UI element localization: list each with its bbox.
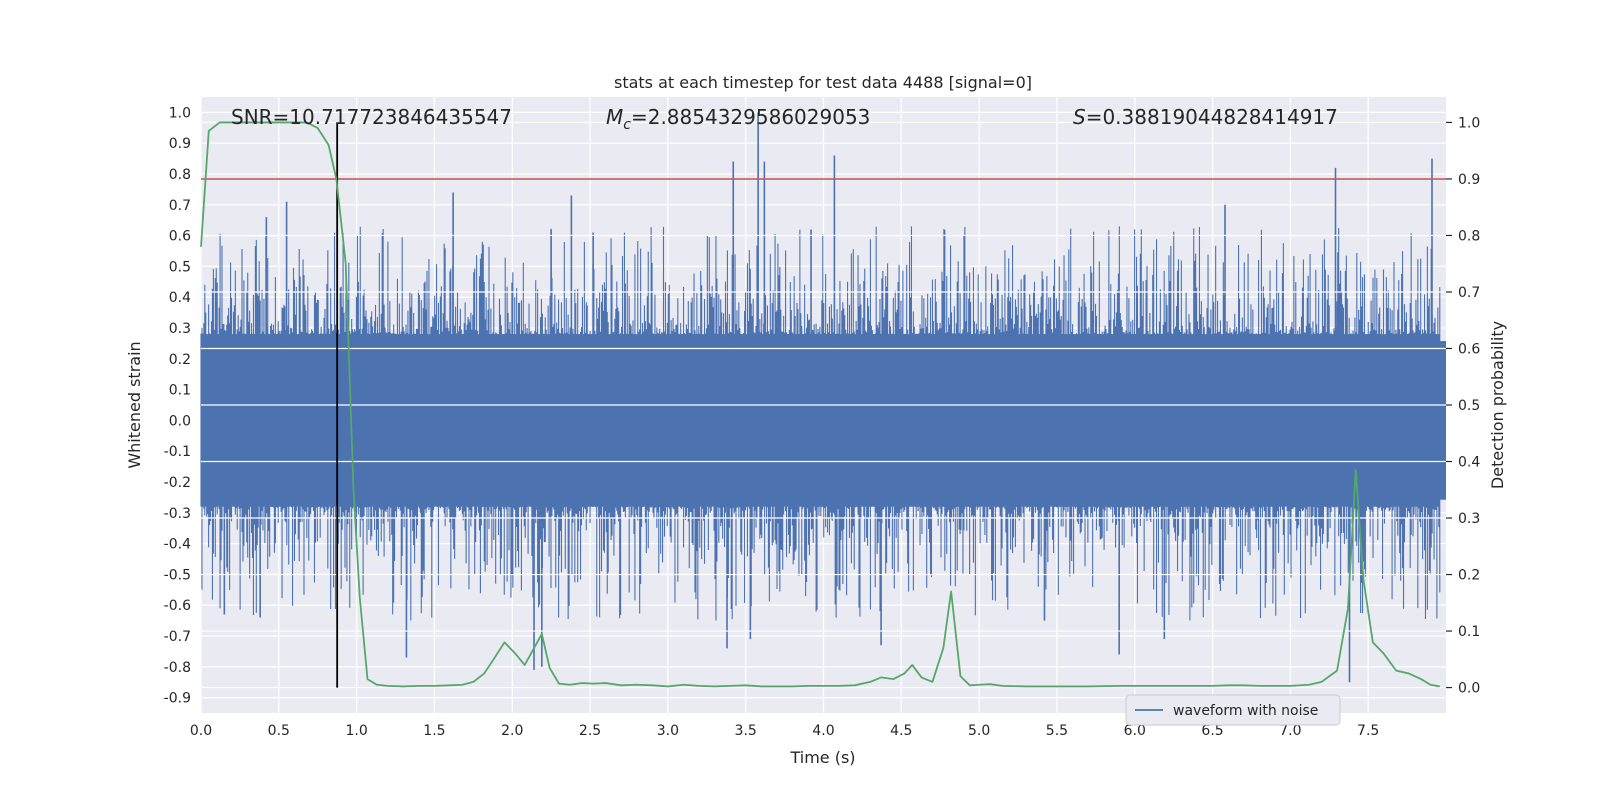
x-tick-label: 1.5 bbox=[423, 723, 445, 739]
y-tick-label-left: -0.7 bbox=[164, 629, 191, 645]
y-tick-label-right: 0.5 bbox=[1458, 398, 1480, 414]
waveform-core-band bbox=[201, 341, 1446, 500]
legend-box bbox=[1125, 694, 1341, 726]
y-tick-label-left: 0.5 bbox=[169, 259, 191, 275]
chirp-mass-symbol: M bbox=[606, 105, 623, 129]
y-tick-label-left: -0.2 bbox=[164, 475, 191, 491]
y-tick-label-left: 0.9 bbox=[169, 136, 191, 152]
y-tick-label-left: 0.2 bbox=[169, 352, 191, 368]
x-tick-label: 3.5 bbox=[735, 723, 757, 739]
legend-label: waveform with noise bbox=[1173, 703, 1318, 719]
x-tick-label: 2.5 bbox=[579, 723, 601, 739]
y-tick-label-left: 0.0 bbox=[169, 413, 191, 429]
y-tick-label-right: 0.7 bbox=[1458, 285, 1480, 301]
y-tick-label-left: -0.8 bbox=[164, 660, 191, 676]
y-tick-label-left: -0.1 bbox=[164, 444, 191, 460]
x-tick-label: 4.0 bbox=[812, 723, 834, 739]
xtick-labels: 0.0 0.5 1.0 1.5 2.0 2.5 3.0 3.5 4.0 4.5 5.0 5.5 6.0 6… bbox=[190, 723, 1379, 739]
snr-annotation: SNR=10.717723846435547 bbox=[231, 105, 512, 129]
y-tick-label-left: -0.6 bbox=[164, 598, 191, 614]
x-tick-label: 2.0 bbox=[501, 723, 523, 739]
y-tick-label-right: 0.6 bbox=[1458, 341, 1480, 357]
y-tick-label-right: 1.0 bbox=[1458, 115, 1480, 131]
s-annotation: S=0.38819044828414917 bbox=[1073, 105, 1338, 129]
chart-title: stats at each timestep for test data 448… bbox=[614, 73, 1032, 92]
y-tick-label-right: 0.8 bbox=[1458, 228, 1480, 244]
x-tick-label: 1.0 bbox=[345, 723, 367, 739]
y-tick-label-right: 0.9 bbox=[1458, 172, 1480, 188]
x-tick-label: 7.0 bbox=[1279, 723, 1301, 739]
y-tick-label-left: -0.3 bbox=[164, 506, 191, 522]
ytick-labels-left: -0.9 -0.8 -0.7 -0.6 -0.5 -0.4 -0.3 -0.2 -0.1 0.0 0… bbox=[164, 105, 191, 706]
y-tick-label-right: 0.0 bbox=[1458, 681, 1480, 697]
y-tick-label-left: 1.0 bbox=[169, 105, 191, 121]
x-tick-label: 0.5 bbox=[268, 723, 290, 739]
x-axis-title: Time (s) bbox=[789, 748, 855, 767]
x-tick-label: 4.5 bbox=[890, 723, 912, 739]
y-tick-label-left: 0.3 bbox=[169, 321, 191, 337]
x-tick-label: 3.0 bbox=[657, 723, 679, 739]
y-tick-label-left: 0.6 bbox=[169, 229, 191, 245]
chirp-mass-value: =2.8854329586029053 bbox=[631, 105, 870, 129]
s-symbol: S bbox=[1073, 105, 1086, 129]
y-tick-label-left: -0.5 bbox=[164, 567, 191, 583]
y-tick-label-left: -0.9 bbox=[164, 691, 191, 707]
y-tick-label-right: 0.4 bbox=[1458, 455, 1480, 471]
y-tick-label-right: 0.1 bbox=[1458, 624, 1480, 640]
y-tick-label-right: 0.3 bbox=[1458, 511, 1480, 527]
chirp-mass-subscript: c bbox=[623, 117, 631, 133]
y-tick-label-left: -0.4 bbox=[164, 537, 191, 553]
overlay-lines bbox=[201, 121, 1446, 689]
y-axis-title-right: Detection probability bbox=[1488, 321, 1507, 489]
y-axis-title-left: Whitened strain bbox=[125, 341, 144, 468]
x-tick-label: 7.5 bbox=[1357, 723, 1379, 739]
y-tick-label-left: 0.1 bbox=[169, 383, 191, 399]
y-tick-label-left: 0.4 bbox=[169, 290, 191, 306]
chirp-mass-annotation: Mc=2.8854329586029053 bbox=[606, 105, 870, 133]
probability-line bbox=[200, 121, 1440, 688]
x-tick-label: 0.0 bbox=[190, 723, 212, 739]
y-tick-label-left: 0.8 bbox=[169, 167, 191, 183]
y-tick-label-left: 0.7 bbox=[169, 198, 191, 214]
legend: waveform with noise bbox=[1125, 694, 1341, 726]
x-tick-label: 6.0 bbox=[1124, 723, 1146, 739]
y-tick-label-right: 0.2 bbox=[1458, 568, 1480, 584]
x-tick-label: 5.0 bbox=[968, 723, 990, 739]
ytick-labels-right: 0.0 0.1 0.2 0.3 0.4 0.5 0.6 0.7 0.8 0.9 1.0 bbox=[1446, 115, 1480, 697]
s-value: =0.38819044828414917 bbox=[1086, 105, 1338, 129]
probability-series bbox=[200, 121, 1440, 688]
x-tick-label: 5.5 bbox=[1046, 723, 1068, 739]
x-tick-label: 6.5 bbox=[1201, 723, 1223, 739]
